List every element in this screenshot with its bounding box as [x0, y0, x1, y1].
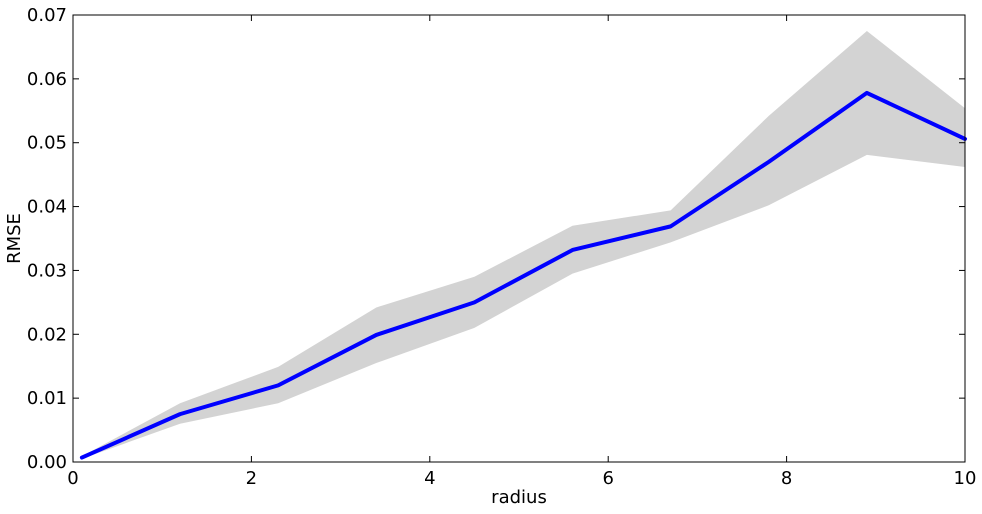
y-tick-label: 0.04 — [27, 197, 67, 218]
x-tick-label: 0 — [67, 468, 78, 489]
y-tick-label: 0.05 — [27, 133, 67, 154]
x-tick-label: 10 — [954, 468, 977, 489]
y-tick-label: 0.03 — [27, 260, 67, 281]
tick-labels: 0 2 4 6 8 10 0.00 0.01 0.02 0.03 0.04 0.05 0.06 0.07 — [27, 5, 977, 489]
series-line — [79, 90, 967, 460]
y-tick-label: 0.07 — [27, 5, 67, 26]
x-tick-label: 2 — [246, 468, 257, 489]
y-axis-label: RMSE — [4, 213, 25, 264]
x-axis-label: radius — [491, 487, 547, 508]
x-tick-label: 8 — [781, 468, 792, 489]
x-tick-label: 6 — [602, 468, 613, 489]
y-tick-label: 0.06 — [27, 69, 67, 90]
plot-area — [79, 30, 967, 460]
y-tick-label: 0.01 — [27, 388, 67, 409]
confidence-band — [81, 30, 966, 459]
plot-frame — [72, 14, 966, 463]
y-tick-label: 0.02 — [27, 324, 67, 345]
x-tick-label: 4 — [424, 468, 435, 489]
y-tick-label: 0.00 — [27, 452, 67, 473]
